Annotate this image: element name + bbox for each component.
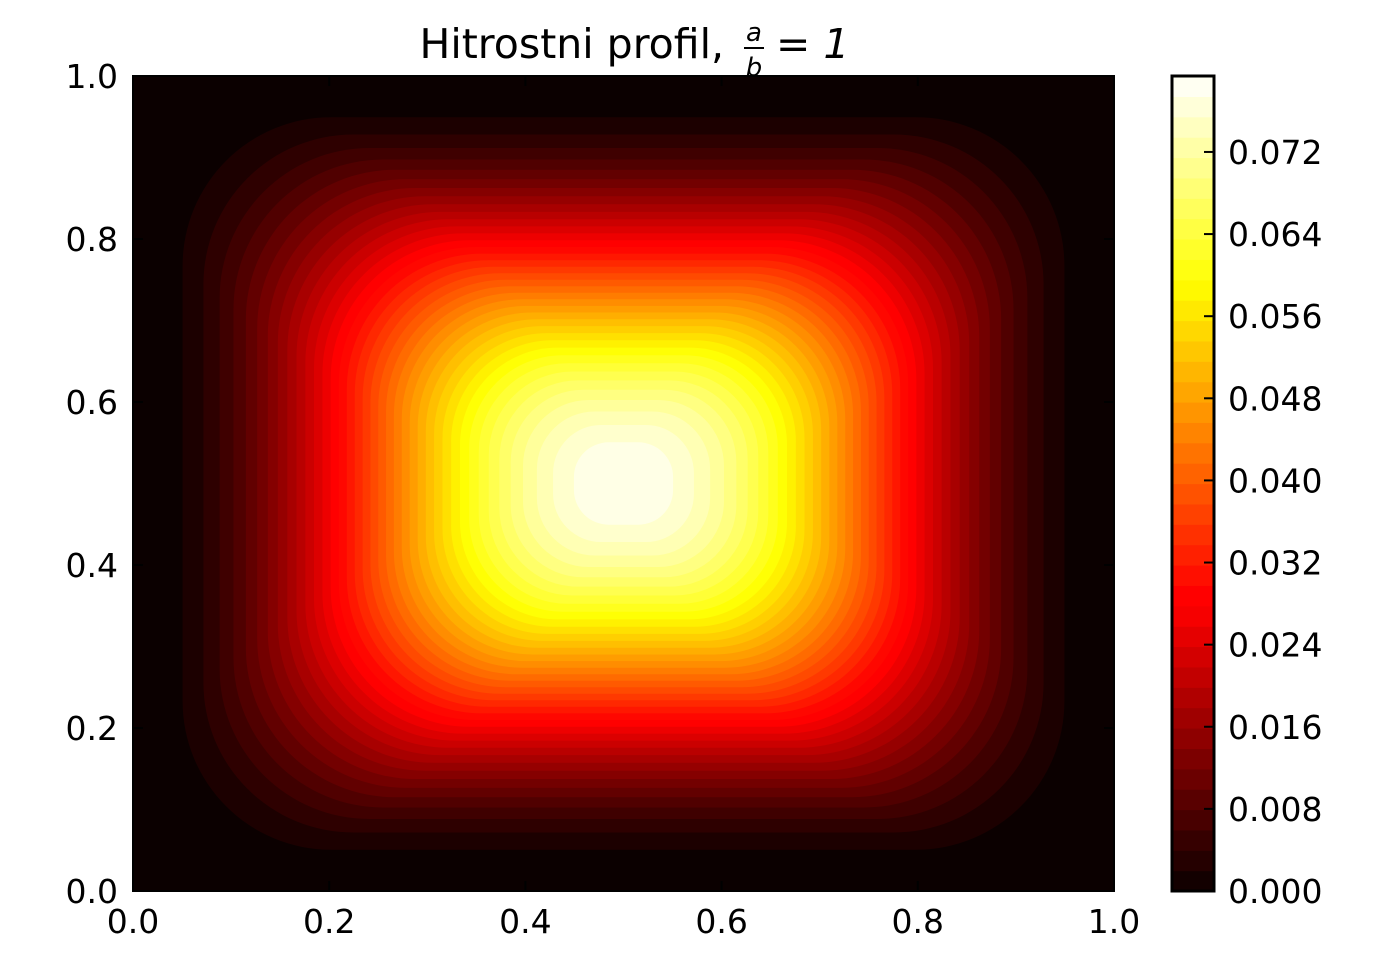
contour-band [573, 442, 674, 525]
colorbar-band [1172, 381, 1214, 403]
colorbar-tick-label: 0.072 [1228, 133, 1322, 172]
colorbar-band [1172, 116, 1214, 138]
colorbar-band [1172, 850, 1214, 872]
colorbar-band [1172, 218, 1214, 240]
colorbar-band [1172, 748, 1214, 770]
colorbar-band [1172, 279, 1214, 301]
colorbar-band [1172, 340, 1214, 362]
y-tick-label: 0.6 [66, 383, 118, 422]
colorbar-band [1172, 768, 1214, 790]
colorbar-band [1172, 320, 1214, 342]
colorbar-band [1172, 829, 1214, 851]
x-tick-label: 1.0 [1088, 902, 1140, 941]
colorbar-band [1172, 300, 1214, 322]
x-tick-label: 0.2 [303, 902, 355, 941]
x-tick-label: 0.6 [695, 902, 747, 941]
colorbar-band [1172, 544, 1214, 566]
colorbar-tick-label: 0.024 [1228, 626, 1322, 665]
colorbar-tick-label: 0.016 [1228, 708, 1322, 747]
colorbar-band [1172, 565, 1214, 586]
colorbar-tick-label: 0.032 [1228, 544, 1322, 583]
colorbar-band [1172, 137, 1214, 159]
y-tick-label: 0.4 [66, 546, 118, 585]
colorbar-tick-label: 0.056 [1228, 297, 1322, 336]
colorbar-band [1172, 585, 1214, 607]
colorbar-band [1172, 96, 1214, 118]
colorbar-band [1172, 402, 1214, 423]
colorbar-band [1172, 646, 1214, 668]
plot-frame [132, 75, 1115, 892]
colorbar-band [1172, 789, 1214, 811]
colorbar-tick-label: 0.040 [1228, 461, 1322, 500]
chart-title-text: Hitrostni profil, [420, 20, 725, 68]
colorbar-band [1172, 666, 1214, 688]
colorbar-band [1172, 198, 1214, 220]
colorbar-frame [1170, 74, 1216, 893]
x-tick-label: 0.8 [892, 902, 944, 941]
colorbar-band [1172, 687, 1214, 709]
colorbar-tick-label: 0.000 [1228, 872, 1322, 911]
title-fraction-numerator: a [746, 18, 762, 48]
colorbar-band [1172, 524, 1214, 546]
y-tick-label: 1.0 [66, 57, 118, 96]
colorbar-band [1172, 361, 1214, 383]
y-tick-label: 0.8 [66, 220, 118, 259]
colorbar-band [1172, 870, 1214, 892]
colorbar-band [1172, 259, 1214, 281]
title-math-rest: = 1 [776, 20, 849, 68]
colorbar-band [1172, 76, 1214, 97]
colorbar-band [1172, 707, 1214, 729]
colorbar-band [1172, 463, 1214, 485]
contour-field [133, 76, 1114, 891]
y-axis: 0.0 0.2 0.4 0.6 0.8 1.0 [66, 57, 1114, 911]
colorbar-band [1172, 422, 1214, 444]
colorbar-band [1172, 483, 1214, 505]
colorbar-band [1172, 626, 1214, 648]
y-tick-label: 0.0 [66, 872, 118, 911]
colorbar-band [1172, 809, 1214, 831]
colorbar-band [1172, 157, 1214, 179]
colorbar-band [1172, 442, 1214, 464]
x-tick-label: 0.4 [499, 902, 551, 941]
chart-title: Hitrostni profil, a b = 1 [420, 18, 850, 83]
x-tick-label: 0.0 [107, 902, 159, 941]
x-axis: 0.0 0.2 0.4 0.6 0.8 1.0 [107, 76, 1140, 941]
colorbar-tick-label: 0.048 [1228, 379, 1322, 418]
colorbar-band [1172, 177, 1214, 199]
colorbar-tick-label: 0.008 [1228, 790, 1322, 829]
colorbar-band [1172, 605, 1214, 627]
y-tick-label: 0.2 [66, 709, 118, 748]
colorbar-gradient [1172, 76, 1214, 892]
colorbar-band [1172, 239, 1214, 260]
colorbar-tick-label: 0.064 [1228, 215, 1322, 254]
colorbar-band [1172, 503, 1214, 525]
colorbar-axis: 0.000 0.008 0.016 0.024 0.032 0.040 0.048 0.056… [1204, 133, 1322, 911]
colorbar-band [1172, 728, 1214, 749]
